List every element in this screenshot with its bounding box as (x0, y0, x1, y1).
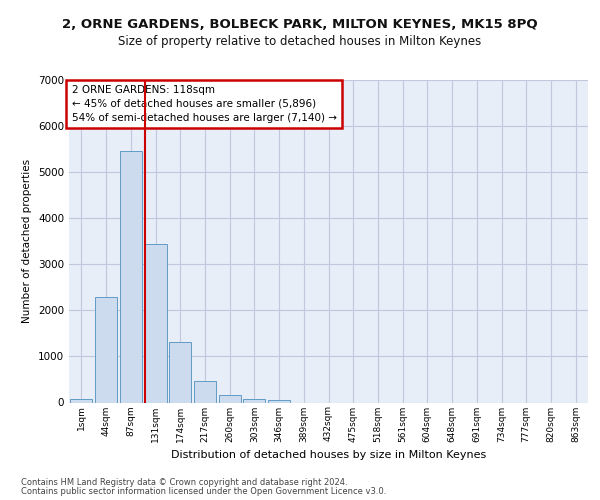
Bar (119, 151, 142, 403)
Bar (145, 244, 167, 402)
Text: 2, ORNE GARDENS, BOLBECK PARK, MILTON KEYNES, MK15 8PQ: 2, ORNE GARDENS, BOLBECK PARK, MILTON KE… (62, 18, 538, 30)
Bar (169, 342, 191, 402)
Bar (243, 398, 265, 402)
Y-axis label: Number of detached properties: Number of detached properties (22, 159, 32, 324)
Bar (194, 381, 216, 402)
Bar (70, 400, 92, 402)
Text: Contains HM Land Registry data © Crown copyright and database right 2024.: Contains HM Land Registry data © Crown c… (21, 478, 347, 487)
Bar (268, 400, 290, 402)
Bar (218, 394, 241, 402)
Text: Size of property relative to detached houses in Milton Keynes: Size of property relative to detached ho… (118, 35, 482, 48)
X-axis label: Distribution of detached houses by size in Milton Keynes: Distribution of detached houses by size … (171, 450, 486, 460)
Text: Contains public sector information licensed under the Open Government Licence v3: Contains public sector information licen… (21, 487, 386, 496)
Bar (95, 298, 117, 403)
Text: 2 ORNE GARDENS: 118sqm
← 45% of detached houses are smaller (5,896)
54% of semi-: 2 ORNE GARDENS: 118sqm ← 45% of detached… (71, 85, 337, 123)
